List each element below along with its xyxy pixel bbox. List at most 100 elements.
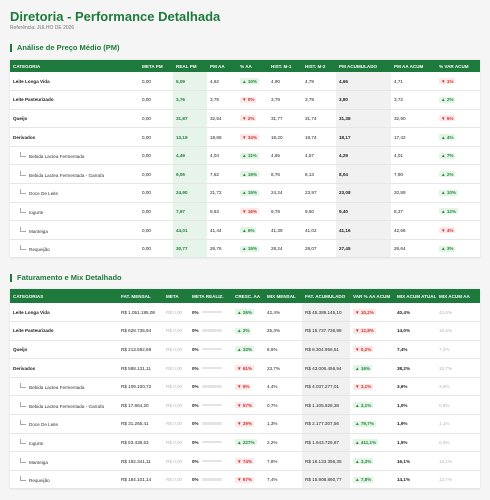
category-row: Leite Longa Vida R$ 1.051.195,08 R$ 0,00 0%…: [10, 303, 480, 323]
column-header: PM AA ACUM: [391, 60, 436, 72]
table-cell: 32,54: [207, 109, 237, 129]
table-cell: 41,44: [207, 220, 237, 240]
table-cell: R$ 213.592,69: [118, 340, 163, 360]
table-cell: 26,76: [207, 239, 237, 259]
table-cell: 0%: [189, 451, 232, 471]
table-cell: R$ 43.006.456,94: [302, 358, 350, 378]
table-cell: Doce De Leite: [10, 414, 118, 434]
table-cell: R$ 17.864,20: [118, 395, 163, 416]
table-cell: ▲ 7%: [436, 146, 480, 166]
table-cell: R$ 0,00: [163, 340, 189, 360]
subcategory-row: Manteiga R$ 192.341,11 R$ 0,00 0% ▼ 74% 7,8% R…: [10, 451, 480, 471]
table-cell: 4,01: [391, 146, 436, 166]
table-cell: Bebida Lactea Fermentada - Garrafa: [10, 164, 139, 185]
trend-badge: ▲ 11%: [240, 152, 259, 159]
table-cell: 8,6%: [264, 340, 302, 360]
table-cell: ▲ 3%: [436, 239, 480, 259]
progress-bar: [201, 329, 222, 332]
table-cell: ▲ 2%: [436, 90, 480, 110]
table-cell: R$ 18.133.356,35: [302, 451, 350, 471]
table-cell: 17,42: [391, 127, 436, 147]
trend-badge: ▼ 57%: [235, 402, 255, 409]
subcategory-row: Iogurte R$ 53.438,53 R$ 0,00 0% ▲ 227% 2,2% R$…: [10, 433, 480, 453]
table-cell: R$ 0,00: [163, 358, 189, 378]
table-cell: ▲ 10%: [237, 72, 268, 92]
table-cell: ▼ 5%: [436, 109, 480, 129]
column-header: MIX MENSAL: [264, 289, 302, 303]
category-row: Derivados 0,00 13,19 19,88 ▼ 34% 18,20 18,74 18…: [10, 127, 480, 147]
trend-badge: ▼ 2%: [240, 115, 257, 122]
trend-badge: ▼ 3,1%: [353, 383, 374, 390]
table-cell: 7,4%: [394, 340, 436, 360]
section-title: Faturamento e Mix Detalhado: [10, 274, 122, 282]
table-cell: 30,77: [173, 239, 207, 259]
table-cell: ▲ 2%: [436, 164, 480, 185]
progress-bar: [201, 478, 222, 481]
trend-badge: ▲ 10%: [240, 78, 260, 85]
progress-bar: [201, 440, 222, 444]
table-cell: Queijo: [10, 340, 118, 360]
table-cell: 0%: [189, 433, 232, 453]
table-cell: ▼ 57%: [232, 395, 264, 416]
table-cell: 16,1%: [394, 451, 436, 471]
table-cell: 24,90: [173, 183, 207, 203]
table-cell: ▲ 4%: [436, 127, 480, 147]
table-cell: Queijo: [10, 109, 139, 129]
table-cell: R$ 2.177.307,56: [302, 414, 350, 434]
table-cell: R$ 628.735,94: [118, 321, 163, 341]
column-header: META REALIZ.: [189, 289, 232, 303]
table-cell: 4,4%: [264, 377, 302, 397]
table-cell: ▲ 10%: [436, 183, 480, 203]
table-cell: Bebida Lactea Fermentada - Garrafa: [10, 395, 118, 416]
table-cell: 32,90: [391, 109, 436, 129]
table-cell: 9,50: [302, 202, 336, 222]
category-row: Queijo 0,00 31,87 32,54 ▼ 2% 31,77 31,74 31,38 3…: [10, 109, 480, 129]
page-title: Diretoria - Performance Detalhada: [10, 9, 221, 24]
column-header: META: [163, 289, 189, 303]
table-cell: 4,62: [207, 72, 237, 92]
table-cell: 0,8%: [436, 395, 480, 416]
price-table: CATEGORIA META PM REAL PM PM AA% AA HIST. M-…: [10, 60, 480, 259]
table-cell: R$ 0,00: [163, 303, 189, 323]
table-cell: 3,72: [391, 90, 436, 110]
table-cell: 3,79: [207, 90, 237, 110]
table-cell: R$ 0,00: [163, 321, 189, 341]
trend-badge: ▲ 2%: [439, 171, 456, 178]
table-cell: ▲ 2%: [232, 321, 264, 341]
table-cell: 16,1%: [436, 451, 480, 471]
table-cell: ▲ 3,3%: [350, 451, 394, 471]
table-cell: ▼ 74%: [232, 451, 264, 471]
table-cell: 31,38: [336, 109, 391, 129]
table-cell: 0,00: [139, 202, 173, 222]
table-cell: ▲ 12%: [436, 202, 480, 222]
table-cell: 0,3%: [436, 433, 480, 453]
table-cell: R$ 53.438,53: [118, 433, 163, 453]
table-cell: 27,45: [336, 239, 391, 259]
table-cell: R$ 0,00: [163, 414, 189, 434]
table-cell: 31,77: [268, 109, 302, 129]
table-cell: 3,79: [302, 90, 336, 110]
table-cell: ▼ 0,2%: [350, 340, 394, 360]
table-cell: 7,8%: [264, 451, 302, 471]
column-header: MIX ACUM AA: [436, 289, 480, 303]
trend-badge: ▲ 7%: [439, 152, 456, 159]
table-cell: 0,00: [139, 164, 173, 185]
table-cell: 4,29: [336, 146, 391, 166]
table-cell: 0,7%: [264, 395, 302, 416]
trend-badge: ▼ 1%: [439, 78, 456, 85]
trend-badge: ▲ 4%: [439, 134, 456, 141]
table-cell: 9,40: [336, 202, 391, 222]
trend-badge: ▲ 16%: [353, 365, 373, 372]
table-cell: 14,0%: [394, 321, 436, 341]
table-cell: R$ 15.737.736,98: [302, 321, 350, 341]
table-cell: ▼ 4%: [436, 220, 480, 240]
table-cell: ▼ 12,8%: [350, 321, 394, 341]
table-cell: ▲ 33%: [232, 340, 264, 360]
table-cell: 14,1%: [394, 470, 436, 490]
table-cell: 1,0%: [394, 395, 436, 416]
table-cell: 4,04: [207, 146, 237, 166]
table-cell: 4,49: [173, 146, 207, 166]
table-cell: ▼ 67%: [232, 470, 264, 490]
table-cell: 7,4%: [264, 470, 302, 490]
subcategory-row: Bebida Lactea Fermentada - Garrafa R$ 17.…: [10, 395, 480, 416]
